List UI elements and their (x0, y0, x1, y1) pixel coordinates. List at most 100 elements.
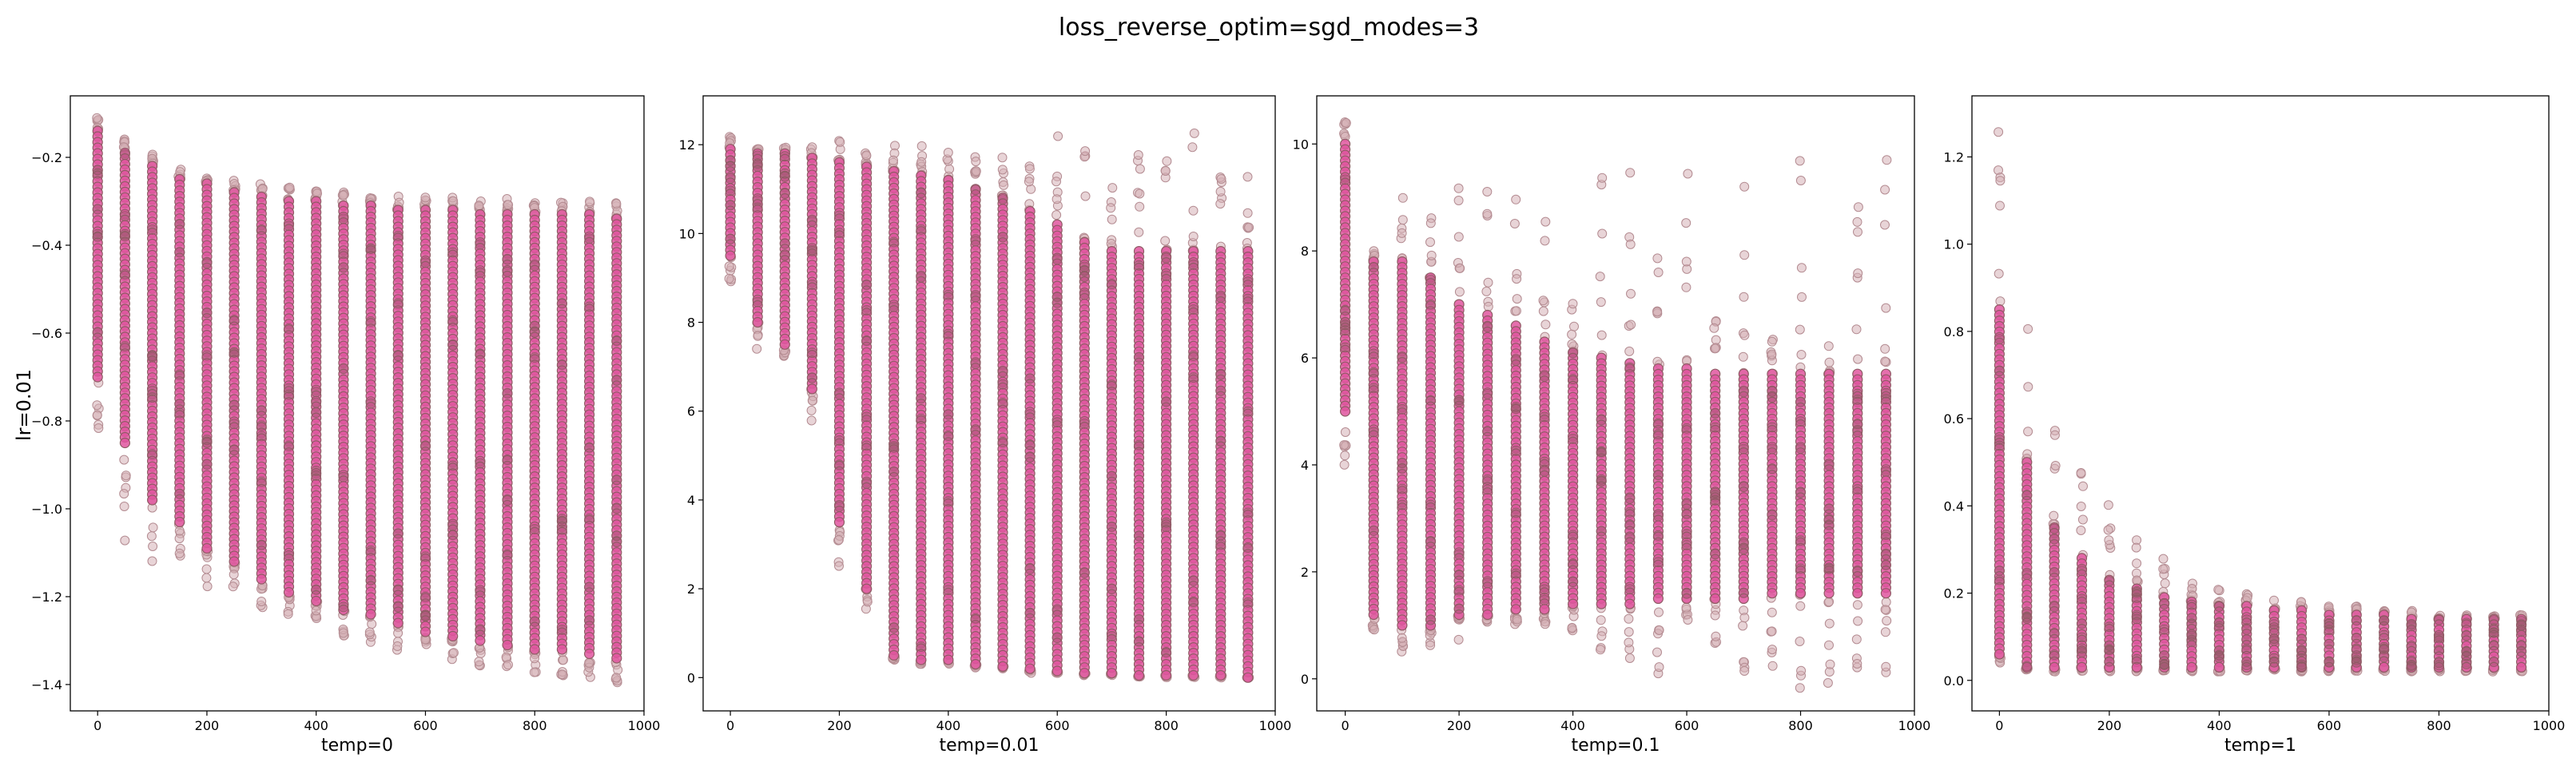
data-point-faint (420, 192, 431, 203)
data-point-overlap (256, 224, 267, 235)
data-point-faint (1625, 168, 1636, 178)
data-point-faint (1242, 172, 1253, 182)
data-point-faint (1851, 634, 1862, 645)
data-point-faint (753, 331, 763, 341)
data-point-overlap (420, 610, 431, 621)
data-point-faint (1051, 177, 1061, 187)
data-point-overlap (92, 168, 103, 179)
data-point-faint (284, 182, 295, 192)
data-point-overlap (1823, 563, 1835, 574)
data-point-faint (1596, 330, 1607, 340)
data-point (1652, 593, 1664, 605)
data-point-overlap (834, 502, 845, 512)
data-point-faint (1652, 307, 1663, 317)
data-point-overlap (1368, 348, 1379, 359)
data-point-faint (201, 573, 212, 583)
data-point-overlap (174, 247, 185, 258)
data-point-faint (1681, 602, 1691, 613)
data-point-faint (1567, 622, 1577, 633)
data-point-overlap (1767, 422, 1778, 433)
data-point-faint (971, 157, 981, 167)
data-point-overlap (861, 335, 872, 346)
data-point-faint (1653, 268, 1664, 277)
data-point (447, 630, 459, 642)
data-point-overlap (1134, 530, 1144, 542)
data-point (1567, 598, 1579, 609)
data-point (1051, 665, 1063, 677)
data-point-overlap (807, 244, 817, 256)
data-point-overlap (916, 224, 927, 235)
x-tick-label: 1000 (628, 718, 661, 733)
data-point (861, 583, 873, 594)
data-point-overlap (284, 550, 294, 561)
data-point-faint (147, 556, 157, 566)
data-point-faint (1880, 220, 1890, 230)
data-point-overlap (229, 445, 240, 456)
data-point-faint (1595, 272, 1605, 282)
data-point-overlap (970, 359, 981, 369)
data-point-faint (174, 548, 185, 558)
data-point-overlap (1596, 415, 1607, 426)
data-point (1133, 669, 1145, 681)
data-point (338, 604, 349, 616)
data-point-overlap (916, 272, 927, 283)
data-point-faint (1540, 319, 1551, 330)
data-point-overlap (584, 615, 594, 626)
data-point-faint (1080, 146, 1091, 157)
data-point-overlap (834, 389, 845, 400)
data-point-faint (1482, 208, 1493, 219)
data-point-faint (1624, 613, 1634, 624)
data-point-faint (364, 627, 375, 637)
data-point-overlap (1482, 388, 1493, 399)
data-point-overlap (502, 549, 513, 560)
data-point-overlap (1823, 503, 1835, 514)
data-point-overlap (475, 625, 486, 636)
data-point-overlap (725, 161, 736, 173)
x-tick-label: 400 (936, 718, 961, 733)
data-point-overlap (1568, 347, 1578, 359)
data-point-overlap (725, 200, 736, 211)
data-point-overlap (92, 165, 103, 176)
data-point-overlap (92, 204, 103, 215)
data-point-overlap (1852, 427, 1863, 437)
data-point-overlap (834, 435, 845, 446)
data-point-overlap (1425, 299, 1436, 310)
data-point-overlap (502, 266, 513, 277)
data-point (970, 658, 981, 670)
data-point-overlap (888, 622, 900, 633)
data-point-faint (174, 526, 185, 536)
data-point-overlap (229, 315, 240, 326)
data-point (1397, 620, 1408, 631)
data-point-faint (1681, 256, 1691, 267)
data-point-overlap (1161, 647, 1171, 657)
data-point-faint (1767, 607, 1777, 617)
data-point-faint (1216, 174, 1226, 184)
data-point-overlap (447, 520, 459, 531)
data-point-overlap (1681, 588, 1692, 599)
data-point-faint (943, 148, 953, 157)
data-point-overlap (725, 173, 736, 184)
data-point-faint (1853, 616, 1863, 626)
data-point-faint (1626, 319, 1636, 330)
data-point-faint (1738, 351, 1748, 362)
data-point-faint (1453, 196, 1464, 205)
data-point-overlap (147, 392, 158, 403)
data-point-faint (1795, 601, 1806, 611)
figure-title: loss_reverse_optim=sgd_modes=3 (1059, 14, 1479, 42)
data-point-overlap (584, 301, 594, 312)
data-point-overlap (1710, 549, 1721, 560)
data-point-overlap (1425, 499, 1436, 510)
data-point-overlap (1795, 563, 1806, 574)
data-point-overlap (861, 279, 872, 290)
data-point-faint (1882, 155, 1892, 165)
data-point-faint (1509, 219, 1520, 228)
data-point-overlap (529, 352, 540, 363)
data-point-overlap (1024, 373, 1036, 384)
data-point-overlap (1215, 530, 1226, 541)
data-point-overlap (1767, 510, 1778, 521)
data-point (1242, 672, 1254, 683)
data-point-faint (1796, 263, 1807, 273)
data-point-faint (1340, 450, 1350, 461)
data-point-overlap (970, 292, 981, 303)
